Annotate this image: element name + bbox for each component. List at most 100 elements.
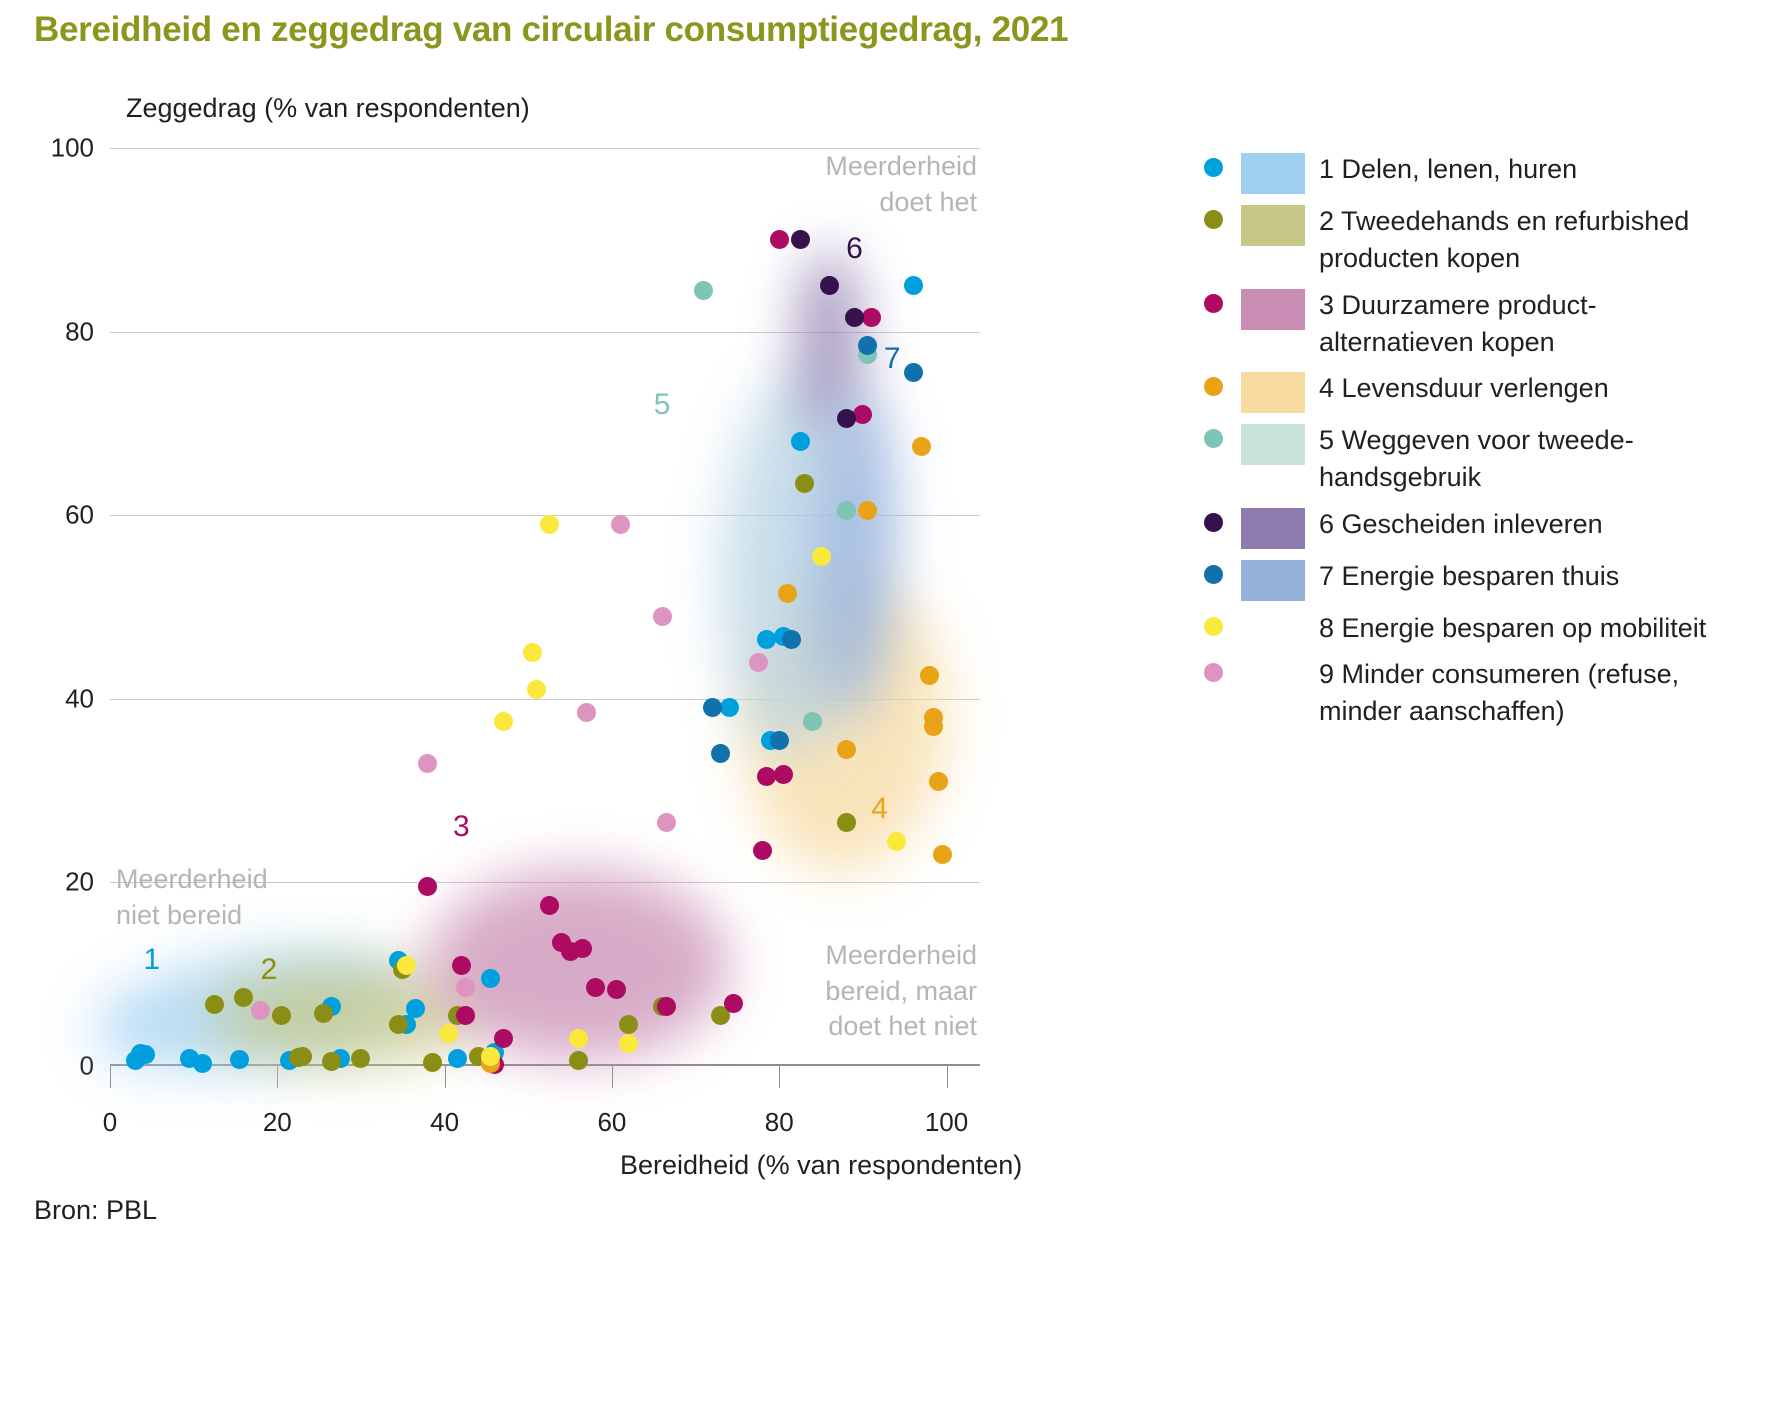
- legend-dot-icon: [1203, 662, 1223, 682]
- legend-item-5[interactable]: 5 Weggeven voor tweede-handsgebruik: [1185, 421, 1745, 497]
- data-point: [778, 583, 798, 603]
- data-point: [447, 1049, 467, 1069]
- legend-dot-cell: [1185, 609, 1241, 636]
- legend-dot-icon: [1203, 158, 1223, 177]
- data-point: [606, 980, 626, 1000]
- y-axis-tick-label: 20: [65, 866, 94, 897]
- data-point: [928, 771, 948, 791]
- data-point: [723, 994, 743, 1014]
- legend-item-3[interactable]: 3 Duurzamere product-alternatieven kopen: [1185, 286, 1745, 362]
- legend-dot-icon: [1203, 210, 1223, 229]
- data-point: [418, 753, 438, 773]
- legend-dot-icon: [1203, 564, 1223, 584]
- x-axis-tick-label: 60: [597, 1107, 627, 1137]
- legend-swatch-cell: [1241, 655, 1319, 658]
- legend-label: 6 Gescheiden inleveren: [1319, 508, 1603, 539]
- data-point: [853, 404, 873, 424]
- y-axis-tick-label: 0: [79, 1050, 94, 1081]
- x-axis-tick-label: 40: [430, 1107, 460, 1137]
- data-point: [886, 831, 906, 851]
- legend-item-8[interactable]: 8 Energie besparen op mobiliteit: [1185, 609, 1745, 647]
- data-point: [481, 969, 501, 989]
- x-axis-title: Bereidheid (% van respondenten): [620, 1150, 1023, 1180]
- legend-label: 9 Minder consumeren (refuse, minder aans…: [1319, 658, 1680, 726]
- cluster-label-5: 5: [653, 388, 671, 422]
- legend-swatch-cell: [1241, 557, 1319, 601]
- data-point: [803, 712, 823, 732]
- legend-label: 4 Levensduur verlengen: [1319, 373, 1609, 403]
- x-axis-tick: [611, 1066, 613, 1088]
- legend-item-6[interactable]: 6 Gescheiden inleveren: [1185, 505, 1745, 549]
- data-point: [619, 1015, 639, 1035]
- data-point: [610, 514, 630, 534]
- legend-dot-cell: [1185, 655, 1241, 682]
- y-axis-tick-label: 60: [65, 499, 94, 530]
- legend-swatch: [1241, 288, 1305, 330]
- data-point: [811, 547, 831, 566]
- data-point: [456, 978, 476, 998]
- legend-item-9[interactable]: 9 Minder consumeren (refuse, minder aans…: [1185, 655, 1745, 731]
- data-point: [773, 764, 793, 784]
- data-point: [769, 730, 789, 750]
- data-point: [757, 767, 777, 787]
- chart-title: Bereidheid en zeggedrag van circulair co…: [34, 10, 1069, 49]
- data-point: [251, 1001, 271, 1021]
- legend-dot-icon: [1203, 429, 1223, 448]
- x-axis-tick-label: 0: [102, 1107, 118, 1137]
- data-point: [292, 1047, 312, 1067]
- cluster-label-7: 7: [883, 342, 901, 376]
- legend-swatch-cell: [1241, 421, 1319, 465]
- legend-dot-cell: [1185, 557, 1241, 584]
- data-point: [857, 335, 877, 355]
- cluster-label-3: 3: [453, 810, 470, 844]
- legend-label: 8 Energie besparen op mobiliteit: [1319, 612, 1707, 643]
- data-point: [451, 955, 471, 975]
- x-axis-tick: [946, 1066, 948, 1088]
- data-point: [836, 739, 856, 759]
- y-axis-tick-label: 80: [65, 316, 94, 347]
- data-point: [652, 606, 672, 626]
- legend-swatch-cell: [1241, 609, 1319, 612]
- legend-swatch: [1241, 153, 1305, 194]
- data-point: [911, 436, 931, 456]
- data-point: [577, 703, 597, 723]
- data-point: [351, 1049, 371, 1069]
- data-point: [397, 955, 417, 975]
- data-point: [493, 1028, 513, 1048]
- y-axis-tick-label: 100: [50, 132, 94, 163]
- legend-item-1[interactable]: 1 Delen, lenen, huren: [1185, 150, 1745, 194]
- legend-swatch-cell: [1241, 286, 1319, 330]
- data-point: [619, 1033, 639, 1053]
- legend-swatch: [1241, 372, 1305, 413]
- data-point: [861, 308, 881, 328]
- quadrant-note-bottom_right: Meerderheid bereid, maar doet het niet: [825, 940, 977, 1042]
- data-point: [694, 280, 714, 300]
- data-point: [573, 938, 593, 958]
- data-point: [656, 813, 676, 833]
- legend-dot-icon: [1203, 377, 1223, 396]
- cluster-label-4: 4: [871, 791, 888, 825]
- legend-label: 5 Weggeven voor tweede-handsgebruik: [1319, 425, 1634, 493]
- legend-dot-icon: [1203, 512, 1223, 532]
- data-point: [924, 716, 944, 736]
- data-point: [769, 230, 789, 250]
- legend-item-4[interactable]: 4 Levensduur verlengen: [1185, 369, 1745, 413]
- legend-dot-cell: [1185, 369, 1241, 396]
- data-point: [205, 994, 225, 1014]
- quadrant-note-top_right: Meerderheid doet het: [825, 151, 977, 217]
- data-point: [656, 996, 676, 1016]
- legend-swatch-cell: [1241, 150, 1319, 194]
- scatter-plot-area: 0 20 40 60 80 100 0 20 40 60 80 100 1 2 3 4 5 6 7 Meerderhe…: [51, 133, 980, 1137]
- x-axis-tick: [779, 1066, 781, 1088]
- legend-dot-cell: [1185, 286, 1241, 313]
- data-point: [920, 666, 940, 686]
- legend-dot-cell: [1185, 150, 1241, 177]
- data-point: [903, 276, 923, 296]
- legend-item-2[interactable]: 2 Tweedehands en refurbished producten k…: [1185, 202, 1745, 278]
- data-point: [568, 1028, 588, 1048]
- data-point: [493, 712, 513, 732]
- legend-swatch: [1241, 424, 1305, 465]
- data-point: [819, 276, 839, 296]
- source-note: Bron: PBL: [34, 1195, 158, 1225]
- legend-item-7[interactable]: 7 Energie besparen thuis: [1185, 557, 1745, 601]
